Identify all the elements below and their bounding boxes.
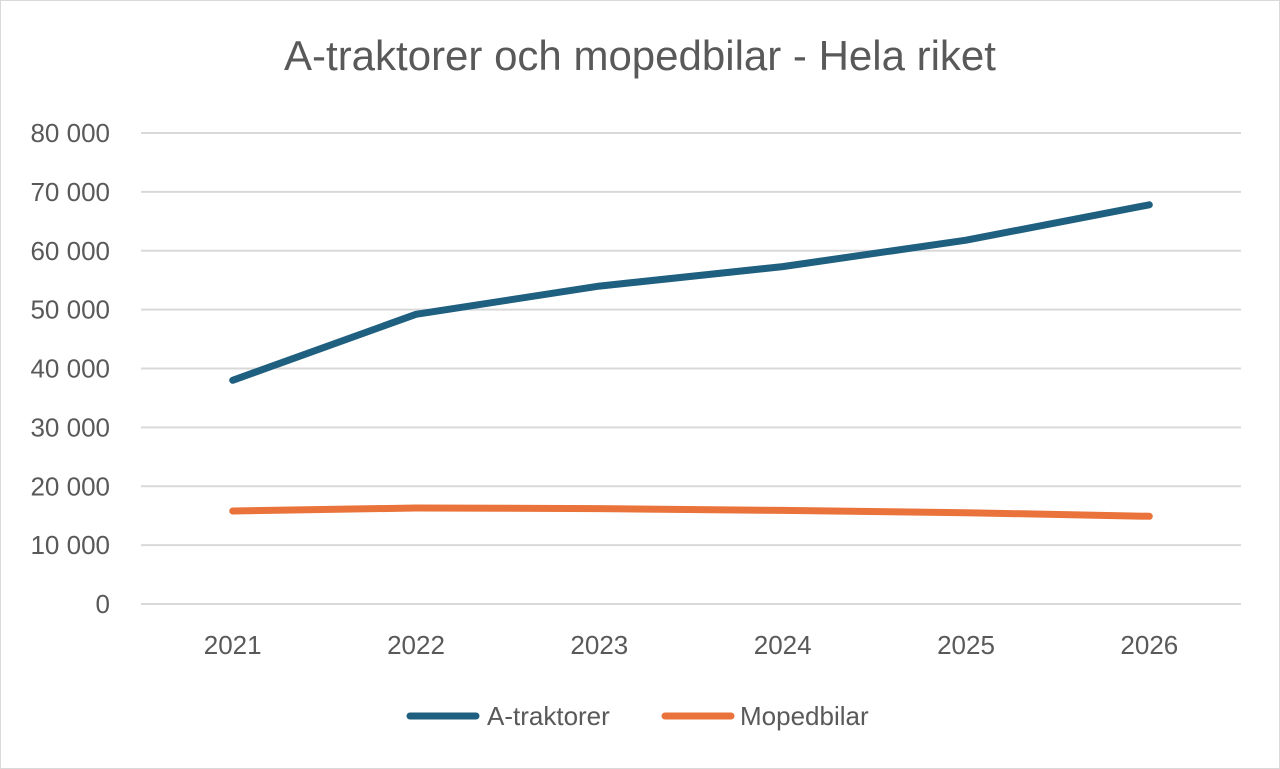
y-tick-label: 30 000 bbox=[30, 412, 110, 442]
y-tick-label: 20 000 bbox=[30, 471, 110, 501]
y-axis-tick-labels: 0 10 000 20 000 30 000 40 000 50 000 60 000 70 … bbox=[30, 118, 110, 619]
x-tick-label: 2024 bbox=[754, 630, 812, 660]
series-line-a-traktorer bbox=[229, 201, 1153, 384]
chart-title: A-traktorer och mopedbilar - Hela riket bbox=[284, 32, 996, 79]
x-tick-label: 2023 bbox=[570, 630, 628, 660]
legend-label: A-traktorer bbox=[487, 701, 610, 731]
series-lines bbox=[229, 201, 1153, 520]
y-tick-label: 10 000 bbox=[30, 530, 110, 560]
y-tick-label: 0 bbox=[96, 589, 110, 619]
y-tick-label: 70 000 bbox=[30, 177, 110, 207]
y-tick-label: 80 000 bbox=[30, 118, 110, 148]
y-tick-label: 40 000 bbox=[30, 354, 110, 384]
legend-label: Mopedbilar bbox=[740, 701, 869, 731]
series-line-mopedbilar bbox=[229, 504, 1153, 520]
x-tick-label: 2022 bbox=[387, 630, 445, 660]
y-tick-label: 50 000 bbox=[30, 295, 110, 325]
grid-lines bbox=[141, 132, 1241, 605]
x-tick-label: 2025 bbox=[937, 630, 995, 660]
x-tick-label: 2026 bbox=[1120, 630, 1178, 660]
y-tick-label: 60 000 bbox=[30, 236, 110, 266]
x-axis-tick-labels: 2021 2022 2023 2024 2025 2026 bbox=[204, 630, 1179, 660]
x-tick-label: 2021 bbox=[204, 630, 262, 660]
legend: A-traktorer Mopedbilar bbox=[406, 701, 869, 731]
